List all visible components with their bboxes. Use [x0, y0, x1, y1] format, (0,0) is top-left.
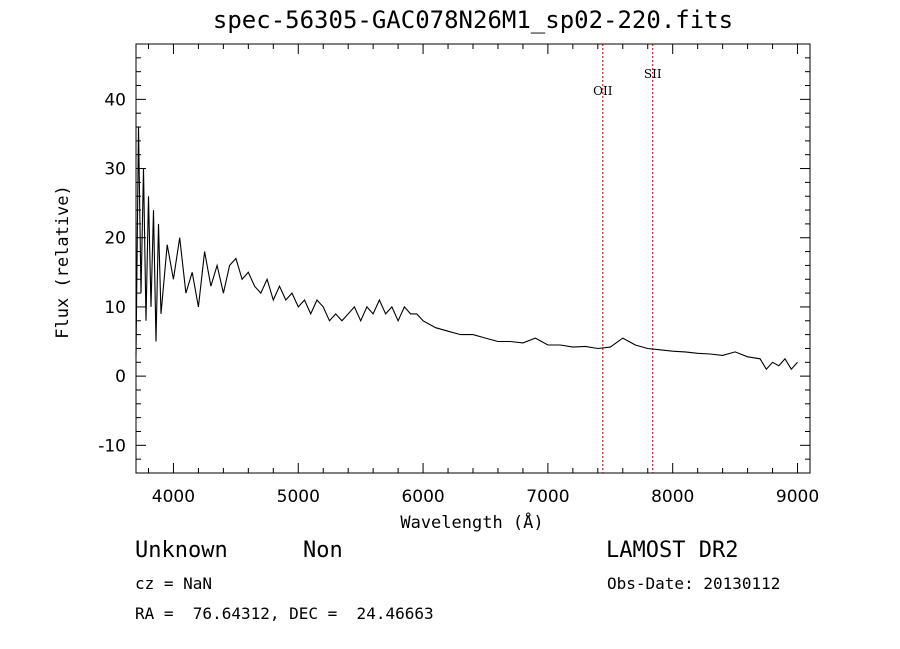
class-label: Unknown — [135, 538, 228, 563]
y-axis-label: Flux (relative) — [53, 185, 73, 339]
y-tick-label: 20 — [104, 229, 126, 249]
y-tick-label: -10 — [98, 436, 126, 456]
emission-line-label: OII — [593, 84, 613, 98]
subclass-label: Non — [303, 538, 343, 563]
y-tick-label: 30 — [104, 160, 126, 180]
plot-frame — [135, 43, 811, 474]
x-tick-label: 9000 — [776, 487, 819, 507]
y-tick-label: 40 — [104, 90, 126, 110]
emission-line-label: SII — [644, 67, 662, 81]
y-tick-label: 10 — [104, 298, 126, 318]
x-tick-label: 8000 — [651, 487, 694, 507]
cz-text: cz = NaN — [135, 574, 213, 593]
survey-label: LAMOST DR2 — [606, 538, 739, 563]
x-tick-label: 7000 — [526, 487, 569, 507]
x-tick-label: 5000 — [277, 487, 320, 507]
obs-date-text: Obs-Date: 20130112 — [607, 574, 781, 593]
x-tick-label: 6000 — [401, 487, 444, 507]
spectrum-line — [135, 126, 798, 371]
coords-text: RA = 76.64312, DEC = 24.46663 — [135, 604, 434, 623]
y-tick-label: 0 — [115, 367, 126, 387]
chart-title: spec-56305-GAC078N26M1_sp02-220.fits — [212, 6, 734, 34]
x-tick-label: 4000 — [152, 487, 195, 507]
x-axis-label: Wavelength (Å) — [400, 511, 543, 533]
